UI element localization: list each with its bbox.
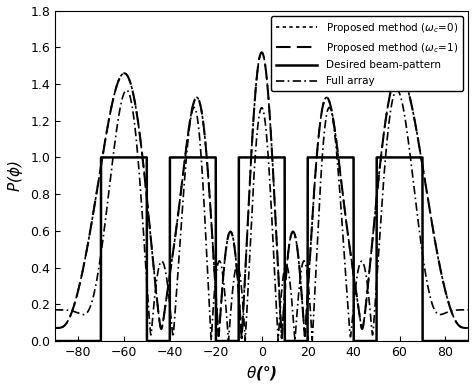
Desired beam-pattern (321, 155, 327, 160)
Full array (128, 95, 133, 99)
Desired beam-pattern (465, 339, 471, 343)
Line: Proposed method ($\omega_c$=0): Proposed method ($\omega_c$=0) (55, 52, 468, 338)
Proposed method ($\omega_c$=1) (300, 312, 306, 317)
Full array (300, 260, 306, 264)
Proposed method ($\omega_c$=1) (465, 326, 471, 330)
Desired beam-pattern (52, 339, 58, 343)
Full array (124, 88, 129, 92)
Line: Proposed method ($\omega_c$=1): Proposed method ($\omega_c$=1) (55, 52, 468, 338)
Full array (210, 308, 216, 313)
Desired beam-pattern (210, 155, 216, 160)
Desired beam-pattern (300, 339, 306, 343)
X-axis label: $\theta$(°): $\theta$(°) (246, 364, 277, 383)
Full array (392, 90, 398, 94)
Proposed method ($\omega_c$=0) (321, 99, 327, 104)
Proposed method ($\omega_c$=1) (321, 99, 327, 104)
Desired beam-pattern (98, 155, 104, 160)
Line: Full array: Full array (55, 90, 468, 341)
Full array (52, 308, 58, 312)
Proposed method ($\omega_c$=0) (361, 321, 366, 326)
Desired beam-pattern (392, 155, 398, 160)
Full array (321, 133, 327, 137)
Desired beam-pattern (361, 339, 366, 343)
Proposed method ($\omega_c$=1) (392, 75, 398, 80)
Proposed method ($\omega_c$=0) (392, 75, 398, 80)
Full array (292, 339, 298, 343)
Proposed method ($\omega_c$=0) (465, 326, 471, 330)
Full array (361, 262, 366, 267)
Proposed method ($\omega_c$=0) (300, 312, 306, 317)
Proposed method ($\omega_c$=1) (210, 245, 216, 250)
Legend: Proposed method ($\omega_c$=0), Proposed method ($\omega_c$=1), Desired beam-pat: Proposed method ($\omega_c$=0), Proposed… (271, 16, 463, 91)
Proposed method ($\omega_c$=1) (239, 336, 245, 341)
Proposed method ($\omega_c$=0) (127, 80, 133, 84)
Proposed method ($\omega_c$=1) (361, 321, 366, 326)
Proposed method ($\omega_c$=1) (127, 80, 133, 84)
Proposed method ($\omega_c$=1) (52, 326, 58, 330)
Proposed method ($\omega_c$=0) (239, 336, 245, 341)
Full array (465, 308, 471, 312)
Proposed method ($\omega_c$=1) (259, 50, 264, 55)
Proposed method ($\omega_c$=0) (210, 245, 216, 250)
Y-axis label: P($\phi$): P($\phi$) (6, 160, 25, 192)
Proposed method ($\omega_c$=0) (52, 326, 58, 330)
Line: Desired beam-pattern: Desired beam-pattern (55, 158, 468, 341)
Desired beam-pattern (128, 155, 133, 160)
Proposed method ($\omega_c$=0) (259, 50, 264, 55)
